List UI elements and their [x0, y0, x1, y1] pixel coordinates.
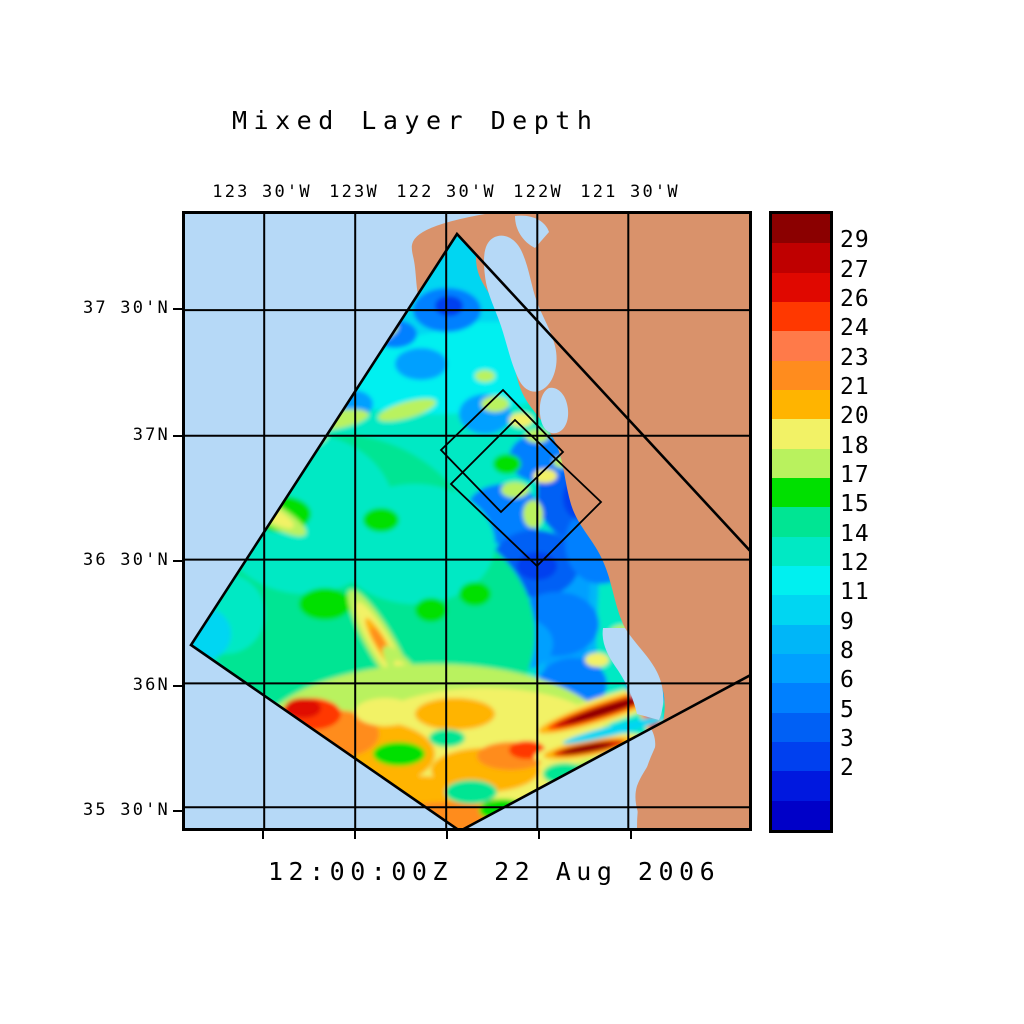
- colorbar-label-12: 11: [840, 579, 870, 606]
- colorbar-band-19: [772, 771, 830, 801]
- map-plot-area[interactable]: [182, 211, 752, 831]
- colorbar-label-7: 18: [840, 432, 870, 459]
- nested-domain-box-1: [439, 388, 565, 514]
- land-overlay: [475, 214, 749, 828]
- colorbar-label-0: 29: [840, 227, 870, 254]
- x-tick-mark-0: [262, 831, 265, 839]
- x-tick-label-3: 122W: [513, 182, 563, 202]
- y-tick-mark-4: [173, 809, 182, 812]
- colorbar-label-15: 6: [840, 667, 855, 694]
- y-tick-label-3: 36N: [132, 674, 170, 695]
- colorbar-band-2: [772, 272, 830, 302]
- colorbar-band-5: [772, 360, 830, 390]
- colorbar-band-6: [772, 389, 830, 420]
- colorbar-band-11: [772, 536, 830, 566]
- colorbar-band-3: [772, 301, 830, 332]
- y-tick-mark-1: [173, 435, 182, 437]
- x-tick-mark-2: [446, 831, 449, 839]
- x-tick-label-0: 123 30'W: [212, 182, 312, 202]
- y-tick-mark-2: [173, 559, 182, 562]
- colorbar-label-8: 17: [840, 462, 870, 488]
- y-tick-label-4: 35 30'N: [82, 799, 170, 820]
- map-canvas: [185, 214, 749, 828]
- colorbar-label-10: 14: [840, 520, 870, 547]
- map-gridlines: [185, 214, 749, 828]
- colorbar-label-16: 5: [840, 696, 855, 723]
- colorbar-label-17: 3: [840, 726, 855, 752]
- y-tick-mark-3: [173, 684, 182, 687]
- nested-domain-box-2: [449, 418, 603, 568]
- colorbar-band-15: [772, 653, 830, 684]
- colorbar-band-0: [772, 214, 830, 244]
- x-tick-label-4: 121 30'W: [580, 182, 680, 202]
- colorbar-band-4: [772, 331, 830, 361]
- colorbar-label-11: 12: [840, 550, 870, 576]
- y-tick-label-2: 36 30'N: [82, 549, 170, 570]
- colorbar-label-4: 23: [840, 344, 870, 371]
- colorbar-label-2: 26: [840, 286, 870, 312]
- page-title: Mixed Layer Depth: [232, 106, 599, 135]
- colorbar-band-7: [772, 419, 830, 449]
- colorbar-label-13: 9: [840, 608, 855, 635]
- colorbar-label-14: 8: [840, 638, 855, 664]
- colorbar-band-16: [772, 683, 830, 713]
- timestamp-label: 12:00:00Z 22 Aug 2006: [268, 857, 721, 886]
- y-tick-mark-0: [173, 308, 182, 311]
- x-tick-mark-4: [630, 831, 633, 839]
- y-tick-label-1: 37N: [132, 425, 170, 445]
- x-tick-label-2: 122 30'W: [396, 182, 496, 202]
- colorbar-label-18: 2: [840, 755, 855, 782]
- colorbar-band-8: [772, 448, 830, 478]
- colorbar-label-5: 21: [840, 374, 870, 400]
- colorbar-label-9: 15: [840, 491, 870, 518]
- colorbar-band-12: [772, 565, 830, 596]
- model-domain-outline: [189, 231, 749, 828]
- colorbar-band-9: [772, 477, 830, 508]
- colorbar-label-6: 20: [840, 403, 870, 430]
- mixed-layer-depth-field: [185, 214, 749, 828]
- y-tick-label-0: 37 30'N: [82, 298, 170, 319]
- colorbar-band-17: [772, 712, 830, 742]
- x-tick-mark-1: [354, 831, 357, 839]
- colorbar-band-13: [772, 595, 830, 625]
- colorbar-label-3: 24: [840, 315, 870, 342]
- colorbar-band-14: [772, 624, 830, 654]
- colorbar-band-10: [772, 507, 830, 537]
- colorbar-band-20: [772, 800, 830, 830]
- colorbar-band-1: [772, 243, 830, 273]
- colorbar-band-18: [772, 741, 830, 772]
- colorbar-tick-labels: 29 27 26 24 23 21 20 18 17 15 14 12 11 9 8 6 5 3 2: [840, 211, 900, 833]
- x-tick-label-1: 123W: [329, 182, 379, 202]
- x-tick-mark-3: [538, 831, 541, 839]
- colorbar[interactable]: [769, 211, 833, 833]
- colorbar-label-1: 27: [840, 256, 870, 283]
